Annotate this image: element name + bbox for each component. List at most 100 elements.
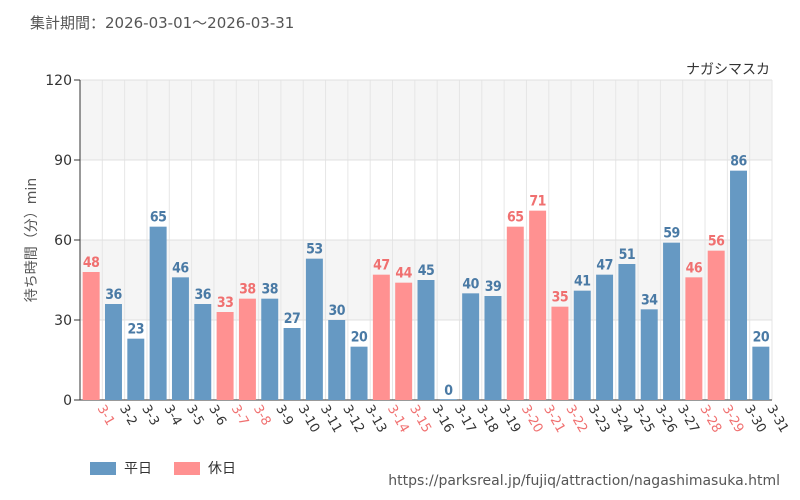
bar: [149, 226, 167, 400]
bar: [328, 320, 346, 400]
x-tick-label: 3-18: [473, 403, 501, 436]
bar: [484, 296, 502, 400]
bar: [127, 338, 145, 400]
bar: [439, 399, 457, 400]
bar-value-label: 65: [507, 210, 524, 226]
bar: [752, 346, 770, 400]
x-tick-label: 3-31: [763, 403, 791, 436]
x-tick-label: 3-19: [496, 403, 524, 436]
legend-item-weekday: 平日: [90, 458, 152, 478]
bar-value-label: 27: [284, 311, 301, 327]
x-tick-label: 3-14: [384, 403, 412, 436]
x-tick-label: 3-6: [205, 403, 229, 429]
period-label: 集計期間：2026-03-01〜2026-03-31: [30, 14, 295, 32]
bar: [105, 304, 122, 400]
bar: [596, 274, 614, 400]
bar-value-label: 38: [239, 282, 256, 298]
bar: [730, 170, 747, 400]
bar: [194, 304, 212, 400]
bar-value-label: 45: [418, 263, 435, 279]
bar: [551, 306, 569, 400]
bar-value-label: 23: [128, 322, 145, 338]
x-tick-label: 3-20: [518, 403, 546, 436]
bar: [506, 226, 524, 400]
bar-value-label: 34: [641, 292, 658, 308]
bar: [171, 277, 189, 400]
bar: [573, 290, 591, 400]
bar: [82, 272, 100, 400]
x-tick-label: 3-21: [540, 403, 568, 436]
x-tick-label: 3-17: [451, 403, 479, 436]
x-tick-label: 3-23: [585, 403, 613, 436]
x-tick-label: 3-30: [741, 403, 769, 436]
bar: [462, 293, 480, 400]
x-tick-label: 3-28: [696, 403, 724, 436]
bar: [261, 298, 279, 400]
x-tick-label: 3-27: [674, 403, 702, 436]
bar-value-label: 0: [444, 383, 453, 399]
x-tick-label: 3-26: [652, 403, 680, 436]
bar-value-label: 46: [172, 260, 189, 276]
bar: [417, 280, 435, 400]
x-tick-label: 3-4: [161, 403, 185, 429]
y-tick-label: 0: [63, 393, 72, 409]
x-tick-label: 3-1: [94, 403, 118, 429]
x-tick-label: 3-29: [719, 403, 747, 436]
bar-value-label: 20: [351, 330, 368, 346]
bar: [529, 210, 547, 400]
bar: [238, 298, 256, 400]
x-tick-label: 3-13: [362, 403, 390, 436]
chart-subtitle: ナガシマスカ: [686, 62, 770, 78]
x-tick-label: 3-5: [183, 403, 207, 429]
bar-value-label: 40: [462, 276, 479, 292]
legend-swatch-weekday: [90, 461, 116, 475]
x-tick-label: 3-22: [562, 403, 590, 436]
plot-band: [80, 80, 772, 160]
x-tick-label: 3-9: [272, 403, 296, 429]
source-url: https://parksreal.jp/fujiq/attraction/na…: [388, 473, 780, 489]
bar-value-label: 53: [306, 242, 323, 258]
bar-value-label: 47: [596, 258, 613, 274]
y-axis-title: 待ち時間（分）min: [24, 178, 40, 302]
y-tick-label: 60: [54, 233, 72, 249]
bar-value-label: 47: [373, 258, 390, 274]
x-tick-label: 3-2: [116, 403, 140, 429]
bar-value-label: 86: [730, 154, 747, 170]
bar-value-label: 65: [150, 210, 167, 226]
bar-value-label: 36: [105, 287, 122, 303]
bar-value-label: 20: [753, 330, 770, 346]
x-tick-label: 3-3: [138, 403, 162, 429]
bar-value-label: 36: [195, 287, 212, 303]
bar: [372, 274, 390, 400]
y-tick-label: 30: [54, 313, 72, 329]
bar: [663, 242, 681, 400]
x-tick-label: 3-24: [607, 403, 635, 436]
bar-value-label: 33: [217, 295, 234, 311]
bar: [707, 250, 725, 400]
bar-value-label: 56: [708, 234, 725, 250]
x-tick-label: 3-8: [250, 403, 274, 429]
x-tick-label: 3-10: [295, 403, 323, 436]
bar-value-label: 30: [328, 303, 345, 319]
bar: [216, 312, 234, 400]
y-tick-label: 90: [54, 153, 72, 169]
bar-value-label: 41: [574, 274, 591, 290]
bar: [640, 309, 658, 400]
bar-value-label: 44: [395, 266, 412, 282]
legend: 平日 休日: [90, 458, 258, 478]
bar: [685, 277, 703, 400]
bar-value-label: 39: [485, 279, 502, 295]
x-tick-label: 3-11: [317, 403, 345, 436]
bar-value-label: 48: [83, 255, 100, 271]
legend-label-weekday: 平日: [124, 461, 152, 477]
bar: [350, 346, 368, 400]
x-tick-label: 3-12: [339, 403, 367, 436]
legend-item-holiday: 休日: [174, 458, 236, 478]
bar-value-label: 46: [686, 260, 703, 276]
bar-value-label: 59: [663, 226, 680, 242]
x-tick-label: 3-7: [228, 403, 252, 429]
bar: [618, 264, 636, 400]
bar: [305, 258, 323, 400]
